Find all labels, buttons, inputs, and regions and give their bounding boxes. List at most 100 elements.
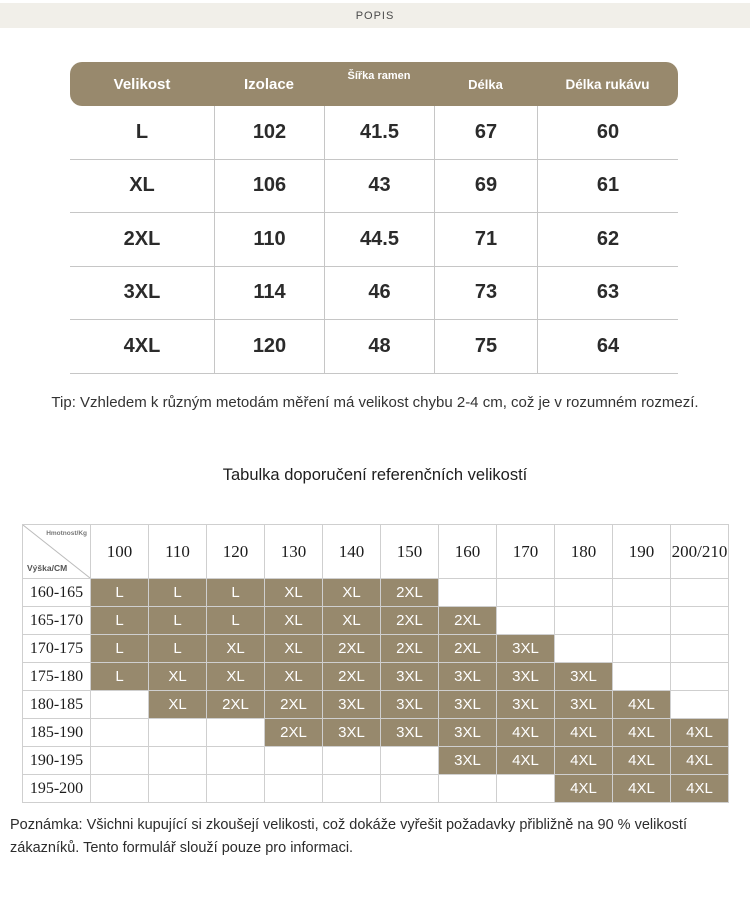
recommended-size-cell: 2XL bbox=[438, 634, 497, 663]
empty-size-cell bbox=[264, 746, 323, 775]
recommended-size-cell: XL bbox=[322, 606, 381, 635]
recommended-size-cell: XL bbox=[264, 662, 323, 691]
reference-table-row: 170-175 L L XL XL 2XL 2XL 2XL 3XL bbox=[22, 634, 729, 663]
tab-popis-label: POPIS bbox=[355, 9, 395, 22]
size-table-cell: XL bbox=[129, 174, 155, 197]
recommended-size-cell: XL bbox=[148, 662, 207, 691]
empty-size-cell bbox=[206, 774, 265, 803]
weight-column-header: 140 bbox=[322, 524, 381, 579]
recommended-size-cell: 3XL bbox=[380, 718, 439, 747]
size-table-cell: 44.5 bbox=[324, 213, 434, 266]
weight-column-header: 190 bbox=[612, 524, 671, 579]
recommended-size-cell: 3XL bbox=[380, 690, 439, 719]
height-row-label: 170-175 bbox=[22, 634, 91, 663]
reference-table-body: 160-165 L L L XL XL 2XL 165-170 L L L XL XL 2XL 2XL 170… bbox=[22, 578, 729, 803]
height-row-label: 195-200 bbox=[22, 774, 91, 803]
recommended-size-cell: 4XL bbox=[670, 718, 729, 747]
recommended-size-cell: L bbox=[148, 578, 207, 607]
recommended-size-cell: 4XL bbox=[496, 746, 555, 775]
recommended-size-cell: L bbox=[148, 634, 207, 663]
recommended-size-cell: XL bbox=[264, 578, 323, 607]
size-table-cell: 63 bbox=[537, 266, 678, 319]
reference-table-header-row: Hmotnost/Kg Výška/CM 100 110 120 130 140 150 1… bbox=[22, 524, 729, 579]
size-table-cell: L bbox=[135, 120, 149, 143]
height-row-label: 160-165 bbox=[22, 578, 91, 607]
empty-size-cell bbox=[90, 718, 149, 747]
size-table-cell: 71 bbox=[434, 213, 537, 266]
recommended-size-cell: 4XL bbox=[554, 774, 613, 803]
tab-popis[interactable]: POPIS bbox=[0, 3, 750, 28]
size-table-body: L 102 41.5 67 60 XL 106 43 69 61 2XL 110 44.5 71 62 3XL… bbox=[70, 106, 678, 374]
size-table-cell: 3XL bbox=[123, 281, 161, 304]
weight-column-header: 100 bbox=[90, 524, 149, 579]
empty-size-cell bbox=[670, 662, 729, 691]
recommended-size-cell: L bbox=[90, 662, 149, 691]
recommended-size-cell: 2XL bbox=[322, 634, 381, 663]
size-table-row: 2XL 110 44.5 71 62 bbox=[70, 213, 678, 267]
height-row-label: 165-170 bbox=[22, 606, 91, 635]
empty-size-cell bbox=[438, 578, 497, 607]
empty-size-cell bbox=[90, 774, 149, 803]
reference-table-row: 185-190 2XL 3XL 3XL 3XL 4XL 4XL 4XL 4XL bbox=[22, 718, 729, 747]
recommended-size-cell: L bbox=[90, 606, 149, 635]
weight-column-header: 160 bbox=[438, 524, 497, 579]
weight-column-header: 120 bbox=[206, 524, 265, 579]
empty-size-cell bbox=[322, 746, 381, 775]
recommended-size-cell: 3XL bbox=[496, 690, 555, 719]
size-table-column-header: Délka rukávu bbox=[565, 76, 650, 92]
empty-size-cell bbox=[612, 662, 671, 691]
recommended-size-cell: 4XL bbox=[612, 746, 671, 775]
measurement-tip-text: Tip: Vzhledem k různým metodám měření má… bbox=[51, 394, 699, 411]
empty-size-cell bbox=[496, 606, 555, 635]
recommended-size-cell: 3XL bbox=[322, 718, 381, 747]
diagonal-divider-line bbox=[23, 525, 90, 578]
empty-size-cell bbox=[380, 774, 439, 803]
size-table-row: 3XL 114 46 73 63 bbox=[70, 266, 678, 320]
empty-size-cell bbox=[148, 718, 207, 747]
size-table-cell: 73 bbox=[434, 266, 537, 319]
weight-column-header: 170 bbox=[496, 524, 555, 579]
empty-size-cell bbox=[612, 634, 671, 663]
empty-size-cell bbox=[90, 746, 149, 775]
size-table-cell: 46 bbox=[324, 266, 434, 319]
recommended-size-cell: XL bbox=[322, 578, 381, 607]
height-row-label: 180-185 bbox=[22, 690, 91, 719]
empty-size-cell bbox=[264, 774, 323, 803]
recommended-size-cell: 2XL bbox=[380, 606, 439, 635]
recommended-size-cell: 4XL bbox=[670, 774, 729, 803]
corner-height-label: Výška/CM bbox=[27, 563, 68, 573]
size-table-row: 4XL 120 48 75 64 bbox=[70, 320, 678, 374]
size-table-cell: 102 bbox=[214, 106, 324, 159]
empty-size-cell bbox=[148, 774, 207, 803]
size-table-cell: 110 bbox=[214, 213, 324, 266]
reference-table-row: 160-165 L L L XL XL 2XL bbox=[22, 578, 729, 607]
size-table-cell: 69 bbox=[434, 159, 537, 212]
size-table-column-header: Izolace bbox=[243, 75, 295, 93]
size-table-column-header: Velikost bbox=[113, 75, 171, 93]
recommended-size-cell: 2XL bbox=[380, 578, 439, 607]
reference-table-row: 195-200 4XL 4XL 4XL bbox=[22, 774, 729, 803]
recommended-size-cell: 4XL bbox=[554, 746, 613, 775]
size-table-cell: 41.5 bbox=[324, 106, 434, 159]
weight-column-header: 180 bbox=[554, 524, 613, 579]
reference-table-row: 165-170 L L L XL XL 2XL 2XL bbox=[22, 606, 729, 635]
empty-size-cell bbox=[496, 578, 555, 607]
recommended-size-cell: 3XL bbox=[322, 690, 381, 719]
recommended-size-cell: L bbox=[206, 578, 265, 607]
recommended-size-cell: 3XL bbox=[438, 746, 497, 775]
empty-size-cell bbox=[206, 718, 265, 747]
recommended-size-cell: L bbox=[148, 606, 207, 635]
size-table-column-header: Délka bbox=[468, 76, 503, 92]
recommended-size-cell: 4XL bbox=[554, 718, 613, 747]
weight-column-header: 150 bbox=[380, 524, 439, 579]
size-table-cell: 43 bbox=[324, 159, 434, 212]
recommended-size-cell: 2XL bbox=[264, 718, 323, 747]
recommended-size-cell: 4XL bbox=[612, 690, 671, 719]
recommended-size-cell: XL bbox=[206, 634, 265, 663]
size-table-cell: 61 bbox=[537, 159, 678, 212]
recommended-size-cell: XL bbox=[148, 690, 207, 719]
recommended-size-cell: XL bbox=[264, 606, 323, 635]
recommended-size-cell: 3XL bbox=[554, 662, 613, 691]
empty-size-cell bbox=[206, 746, 265, 775]
size-table-cell: 67 bbox=[434, 106, 537, 159]
